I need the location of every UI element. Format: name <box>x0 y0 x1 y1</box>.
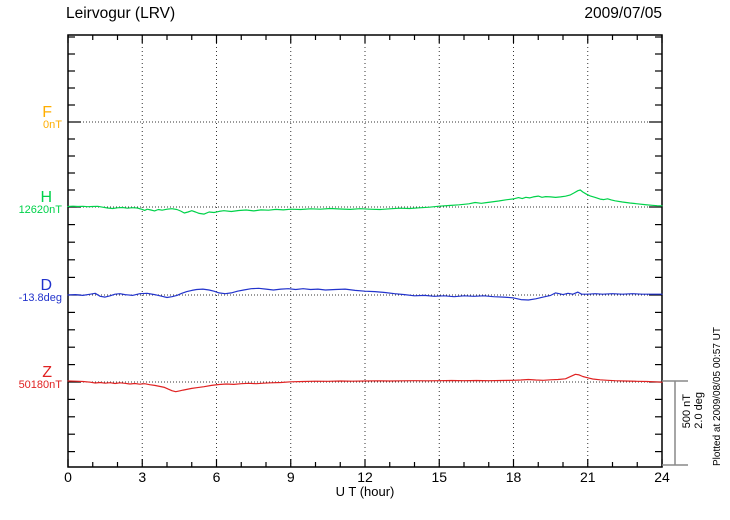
x-tick-label: 12 <box>357 469 373 485</box>
channel-label-z: Z <box>42 364 52 381</box>
x-tick-label: 0 <box>64 469 72 485</box>
plot-frame <box>67 34 663 468</box>
x-tick-label: 21 <box>580 469 596 485</box>
channel-value-h: 12620nT <box>18 204 62 216</box>
channel-label-f: F <box>42 104 52 121</box>
channel-value-d: -13.8deg <box>18 292 62 304</box>
channel-label-d: D <box>40 277 52 294</box>
channel-value-f: 0nT <box>43 119 62 131</box>
x-tick-label: 3 <box>138 469 146 485</box>
x-tick-label: 6 <box>213 469 221 485</box>
trace-Z <box>67 373 663 393</box>
trace-D <box>67 287 663 301</box>
station-title: Leirvogur (LRV) <box>66 5 176 22</box>
x-tick-label: 18 <box>506 469 522 485</box>
plot-date: 2009/07/05 <box>584 5 662 22</box>
x-tick-label: 15 <box>431 469 447 485</box>
channel-label-h: H <box>40 189 52 206</box>
trace-H <box>67 189 663 215</box>
xaxis-label: U T (hour) <box>335 484 395 499</box>
x-tick-label: 9 <box>287 469 295 485</box>
channel-value-z: 50180nT <box>18 379 62 391</box>
x-tick-label: 24 <box>654 469 670 485</box>
